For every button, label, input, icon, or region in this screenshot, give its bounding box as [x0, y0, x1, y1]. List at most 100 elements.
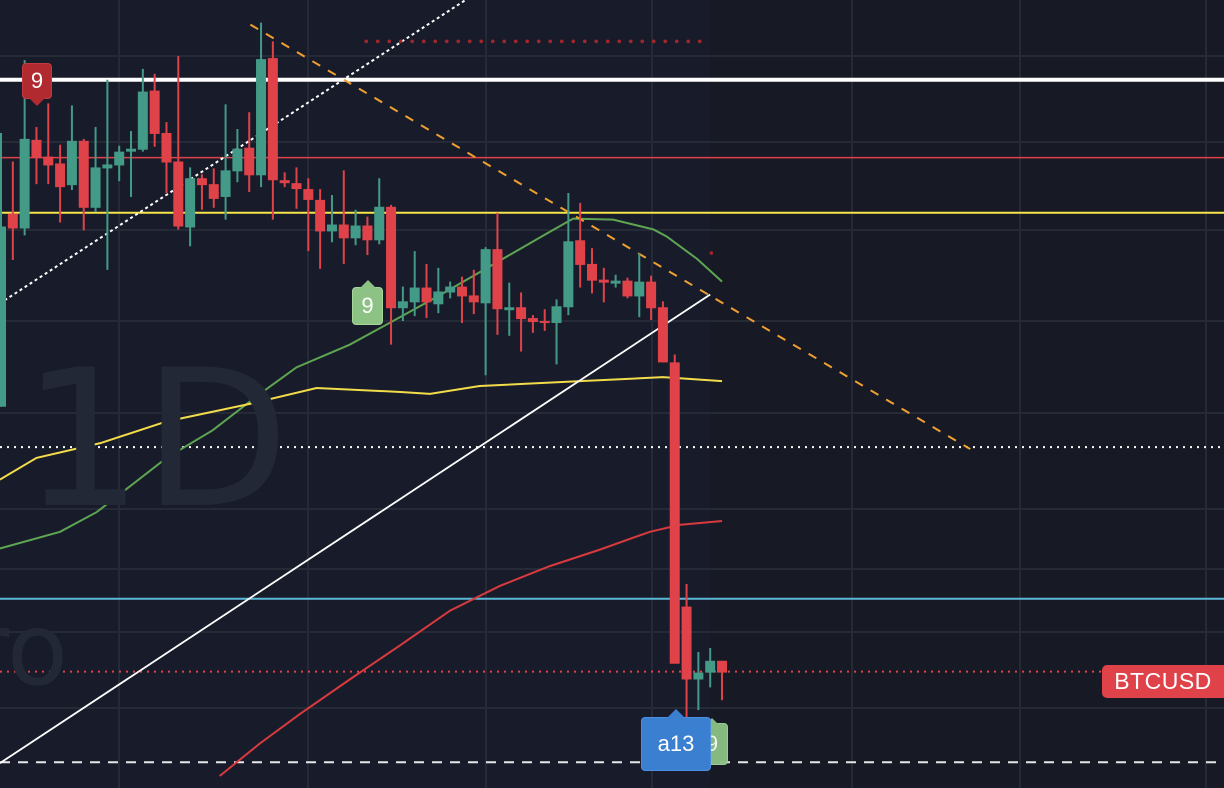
candle-up [445, 286, 456, 293]
candle-down [315, 199, 326, 232]
candle-up [126, 148, 137, 152]
marker-dot [605, 39, 610, 44]
candle-down [516, 307, 527, 320]
candle-down [575, 240, 586, 265]
candle-up [551, 306, 562, 324]
trend-line [0, 293, 711, 764]
candle-up [137, 91, 148, 150]
buy-signal-a13: a13 [641, 709, 711, 771]
candle-down [456, 286, 467, 297]
candle-up [693, 672, 704, 680]
candle-down [196, 178, 207, 186]
marker-dot [398, 39, 403, 44]
marker-dot [433, 39, 438, 44]
candle-down [622, 280, 633, 297]
sell-signal-9: 9 [22, 63, 52, 106]
marker-dot [421, 39, 426, 44]
candle-down [338, 224, 349, 239]
candle-up [66, 140, 77, 186]
candle-up [326, 224, 337, 232]
candle-up [185, 178, 196, 228]
marker-dot [467, 39, 472, 44]
candle-down [279, 180, 290, 184]
marker-dot [582, 39, 587, 44]
candle-up [563, 241, 574, 308]
candle-up [504, 307, 515, 311]
candle-up [90, 167, 101, 208]
marker-dot [697, 39, 702, 44]
candle-down [468, 295, 479, 303]
candle-up [350, 225, 361, 239]
candle-down [421, 287, 432, 303]
marker-dot [375, 39, 380, 44]
marker-dot [709, 251, 714, 255]
candle-up [705, 660, 716, 673]
marker-dot [479, 39, 484, 44]
candle-up [433, 291, 444, 305]
candle-down [362, 225, 373, 241]
candle-down [78, 140, 89, 208]
candle-down [681, 606, 692, 680]
candle-down [386, 206, 397, 309]
candle-up [256, 59, 267, 176]
candle-up [232, 148, 243, 172]
marker-dot [686, 39, 691, 44]
candle-down [267, 58, 278, 181]
marker-dot [651, 39, 656, 44]
marker-dot [513, 39, 518, 44]
moving-average-line [0, 217, 723, 550]
marker-dot [674, 39, 679, 44]
marker-dot [548, 39, 553, 44]
marker-dot [536, 39, 541, 44]
marker-dot [502, 39, 507, 44]
candle-up [114, 151, 125, 166]
candle-down [208, 184, 219, 199]
marker-dot [663, 39, 668, 44]
marker-dot [617, 39, 622, 44]
marker-dot [559, 39, 564, 44]
marker-dot [364, 39, 369, 44]
marker-dot [490, 39, 495, 44]
marker-dot [640, 39, 645, 44]
candle-down [303, 189, 314, 200]
candle-down [598, 279, 609, 283]
last-price-label[interactable]: BTCUSD [1102, 665, 1224, 698]
trend-line [4, 0, 467, 302]
candle-down [244, 147, 255, 176]
trend-line [249, 23, 971, 450]
candle-down [55, 163, 66, 188]
marker-dot [571, 39, 576, 44]
candle-down [161, 132, 172, 163]
candle-down [657, 307, 668, 363]
candle-down [7, 213, 18, 229]
candle-down [43, 156, 54, 166]
marker-dot [444, 39, 449, 44]
candle-up [0, 226, 6, 407]
candle-down [149, 90, 160, 134]
candle-down [539, 321, 550, 324]
candle-up [610, 280, 621, 284]
candle-down [291, 183, 302, 190]
candle-up [102, 164, 113, 169]
candle-down [492, 249, 503, 310]
candle-down [717, 660, 728, 673]
candle-down [527, 318, 538, 323]
candle-up [374, 206, 385, 241]
moving-average-line [0, 376, 723, 481]
buy-signal-9: 9 [352, 280, 383, 325]
moving-average-line [219, 519, 723, 777]
candle-up [480, 249, 491, 304]
candle-down [31, 139, 42, 158]
marker-dot [387, 39, 392, 44]
candle-down [587, 263, 597, 281]
marker-dot [410, 39, 415, 44]
candle-down [173, 161, 184, 227]
marker-dot [456, 39, 461, 44]
marker-dot [594, 39, 599, 44]
marker-dot [525, 39, 530, 44]
candle-up [634, 281, 645, 297]
candle-up [397, 301, 408, 309]
candle-up [19, 138, 30, 229]
